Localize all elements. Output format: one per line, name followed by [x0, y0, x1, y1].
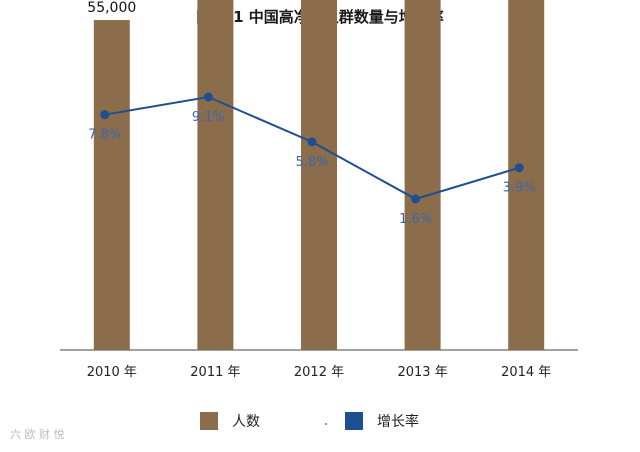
bar-0	[93, 20, 130, 350]
growth-rate-point-2	[307, 137, 317, 147]
bar-2	[301, 0, 337, 350]
legend-label-growth: 增长率	[377, 414, 419, 430]
x-tick-label-4: 2014 年	[501, 365, 551, 380]
growth-rate-label-1: 9.1%	[192, 110, 225, 125]
watermark: 六 欧 财 悦	[10, 428, 65, 441]
legend-label-population: 人数	[232, 414, 260, 430]
x-tick-label-2: 2012 年	[294, 365, 344, 380]
growth-rate-label-0: 7.8%	[88, 128, 121, 143]
bar-4	[508, 0, 545, 350]
legend-separator-dot	[325, 423, 327, 425]
x-tick-label-3: 2013 年	[397, 365, 447, 380]
chart-legend: 人数 增长率	[0, 411, 640, 441]
legend-swatch-bar	[200, 412, 218, 430]
bar-1	[197, 0, 234, 350]
legend-item-growth: 增长率	[345, 411, 419, 431]
legend-swatch-line	[345, 412, 363, 430]
growth-rate-point-4	[514, 163, 524, 173]
growth-rate-label-4: 3.9%	[503, 181, 536, 196]
bar-3	[404, 0, 441, 350]
legend-item-population: 人数	[200, 411, 260, 431]
growth-rate-point-0	[100, 110, 110, 120]
bar-data-label-0: 55,000	[87, 0, 136, 16]
x-tick-label-1: 2011 年	[190, 365, 240, 380]
growth-rate-point-1	[203, 92, 213, 102]
x-tick-label-0: 2010 年	[87, 365, 137, 380]
growth-rate-label-2: 5.8%	[295, 155, 328, 170]
growth-rate-point-3	[411, 194, 421, 204]
growth-rate-label-3: 1.6%	[399, 212, 432, 227]
